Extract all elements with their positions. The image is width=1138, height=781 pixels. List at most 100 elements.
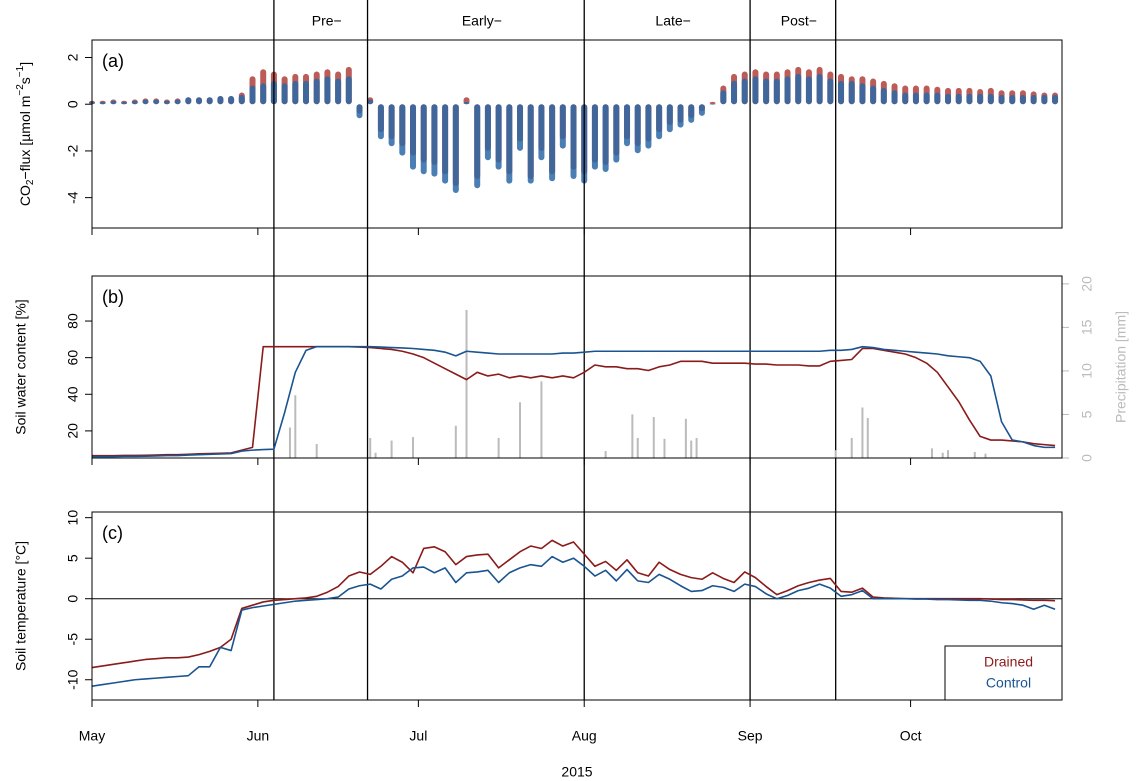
panel-label: (a) [102, 51, 124, 71]
y-tick-label: 0 [65, 595, 81, 603]
y-tick-label: 80 [65, 313, 81, 329]
bar [570, 104, 577, 179]
bar [549, 104, 556, 182]
label-part: ] [17, 62, 33, 66]
x-tick-label: Jun [247, 728, 270, 744]
bar [795, 73, 802, 105]
panel-label: (c) [102, 523, 123, 543]
bar [941, 452, 944, 458]
plot-frame [91, 275, 1063, 459]
y-tick-label: 60 [65, 350, 81, 366]
bar [663, 438, 666, 458]
bar [452, 104, 459, 193]
bar [238, 94, 245, 105]
y-tick-label: 2 [65, 53, 81, 61]
bar [527, 104, 534, 184]
line [92, 345, 1056, 458]
bar [636, 437, 639, 458]
y2-tick-label: 0 [1079, 454, 1095, 462]
bar [185, 97, 192, 105]
bar [1019, 94, 1026, 105]
bar [1030, 94, 1037, 105]
bar [624, 104, 631, 147]
bar [153, 99, 160, 105]
bar [688, 104, 695, 123]
bar [912, 92, 919, 105]
y-tick-label: 20 [65, 423, 81, 439]
bar [720, 90, 727, 105]
bar [260, 83, 267, 105]
y-tick-label: 10 [65, 510, 81, 526]
bar [859, 83, 866, 105]
bar [652, 417, 655, 458]
y2-axis-label: Precipitation [mm] [1113, 311, 1129, 423]
y-axis-label: Soil water content [%] [13, 299, 29, 434]
bar [374, 452, 377, 458]
x-axis-label: 2015 [561, 764, 592, 780]
bar [303, 80, 310, 105]
bar [99, 101, 106, 105]
bar [442, 104, 449, 184]
bar [324, 76, 331, 105]
bar [773, 78, 780, 105]
label-sup: −1 [15, 65, 26, 77]
bar [420, 104, 427, 175]
bar [880, 87, 887, 105]
bar [163, 100, 170, 105]
y-tick-label: 0 [65, 100, 81, 108]
bar [604, 451, 607, 458]
y2-tick-label: 10 [1079, 363, 1095, 379]
bar [388, 104, 395, 147]
bar [1041, 94, 1048, 105]
phase-label: Post− [781, 13, 817, 29]
bar [121, 101, 128, 105]
bar [690, 440, 693, 458]
bar [784, 76, 791, 105]
legend-box [944, 645, 1063, 701]
bar [1009, 94, 1016, 105]
y-tick-label: 40 [65, 386, 81, 402]
bar [631, 414, 634, 458]
bar [656, 104, 663, 140]
bar [110, 100, 117, 105]
bar [984, 453, 987, 458]
bar [174, 99, 181, 105]
bar [517, 104, 524, 151]
bar [731, 80, 738, 105]
bar [684, 418, 687, 458]
y2-tick-label: 15 [1079, 319, 1095, 335]
bar [666, 104, 673, 133]
plot-frame [91, 511, 1063, 701]
bar [709, 104, 716, 105]
bar [196, 97, 203, 105]
label-sup: −2 [15, 84, 26, 96]
legend-entry: Drained [984, 654, 1033, 670]
y-tick-label: -10 [65, 669, 81, 689]
x-tick-label: Sep [738, 728, 763, 744]
panel-label: (b) [102, 287, 124, 307]
bar [495, 104, 502, 170]
bar [838, 80, 845, 105]
bar [816, 73, 823, 105]
x-tick-label: Oct [900, 728, 922, 744]
x-tick-label: Aug [572, 728, 597, 744]
bar [497, 437, 500, 458]
bar [977, 93, 984, 105]
bar [288, 427, 291, 458]
phase-label: Late− [655, 13, 690, 29]
plot-frame [91, 39, 1063, 229]
x-tick-label: Jul [409, 728, 427, 744]
phase-label: Pre− [312, 13, 342, 29]
bar [998, 94, 1005, 105]
bar [315, 444, 318, 458]
bar [367, 99, 374, 105]
bar [677, 104, 684, 128]
bar [519, 402, 522, 458]
bar [249, 85, 256, 105]
bar [834, 450, 837, 458]
label-part: s [17, 77, 33, 84]
bar [973, 451, 976, 458]
bar [131, 100, 138, 105]
bar [805, 76, 812, 105]
